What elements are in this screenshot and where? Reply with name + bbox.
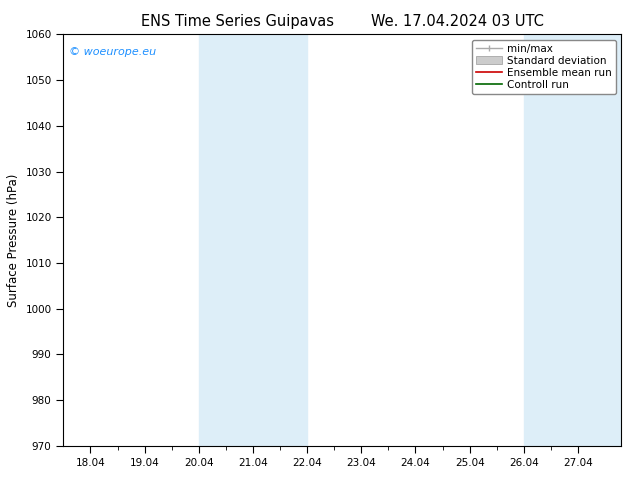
Title: ENS Time Series Guipavas        We. 17.04.2024 03 UTC: ENS Time Series Guipavas We. 17.04.2024 … (141, 14, 544, 29)
Legend: min/max, Standard deviation, Ensemble mean run, Controll run: min/max, Standard deviation, Ensemble me… (472, 40, 616, 94)
Bar (524, 34, 634, 446)
Bar (199, 34, 307, 446)
Text: © woeurope.eu: © woeurope.eu (69, 47, 156, 57)
Y-axis label: Surface Pressure (hPa): Surface Pressure (hPa) (7, 173, 20, 307)
